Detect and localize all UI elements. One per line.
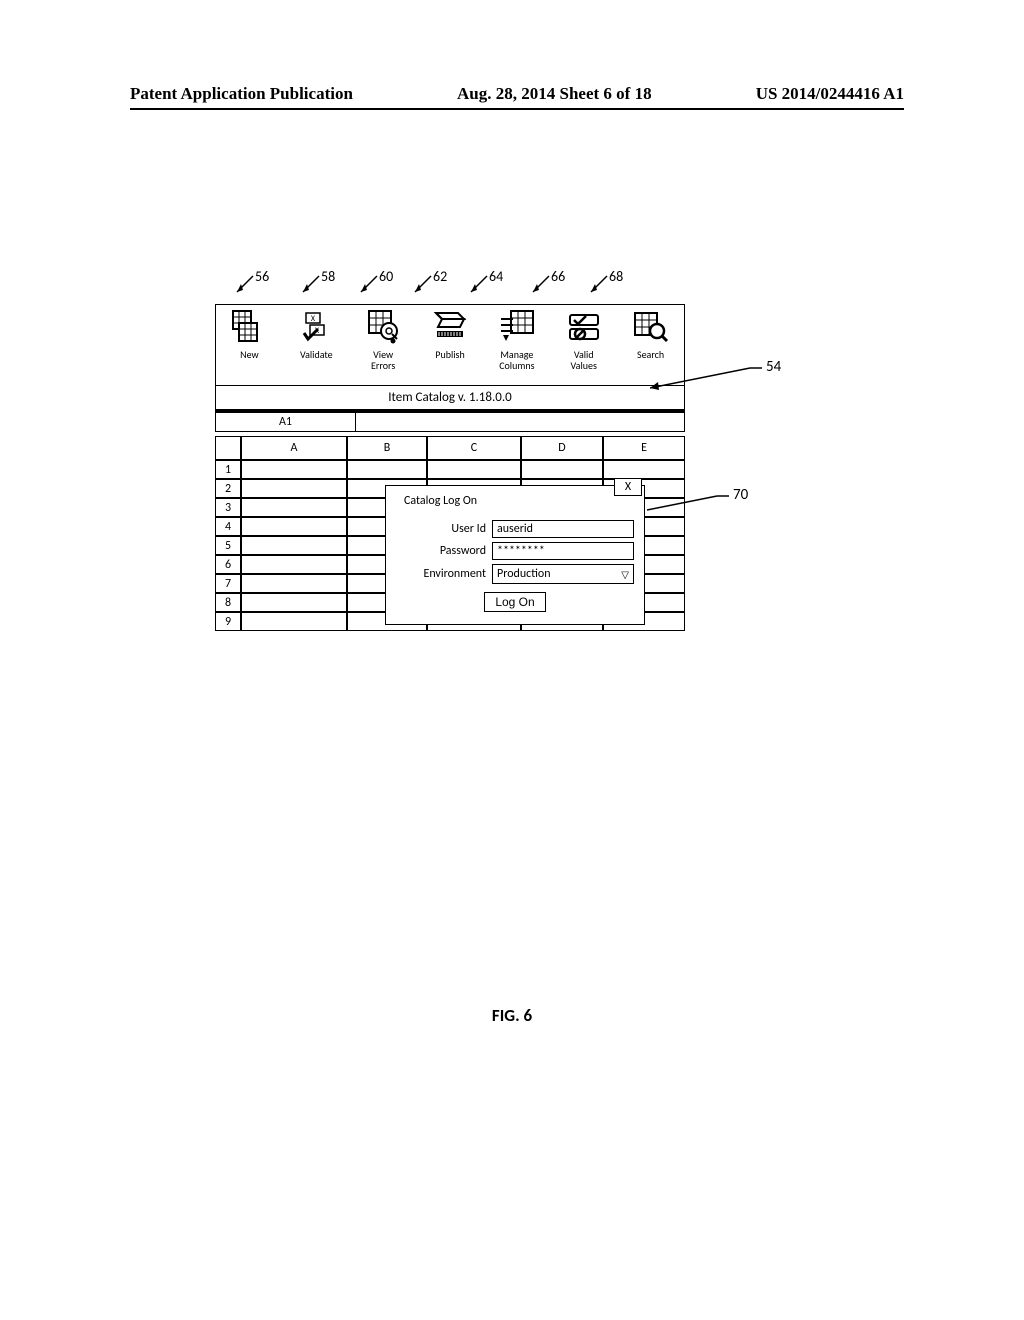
close-icon: X [625, 480, 631, 494]
row-number[interactable]: 6 [215, 555, 241, 574]
formula-bar[interactable] [356, 413, 684, 431]
toolbar-viewerrors-label: View Errors [371, 349, 395, 371]
callout-64: 64 [467, 270, 501, 296]
toolbar-validvalues-button[interactable]: Valid Values [550, 305, 617, 385]
environment-row: Environment Production ▽ [396, 564, 634, 584]
row-number[interactable]: 1 [215, 460, 241, 479]
figure-area: 56 58 60 62 64 66 68 [215, 270, 685, 631]
cell-reference-text: A1 [279, 415, 292, 429]
row-number[interactable]: 9 [215, 612, 241, 631]
cell[interactable] [241, 536, 347, 555]
callout-66: 66 [529, 270, 563, 296]
logon-button[interactable]: Log On [484, 592, 545, 612]
row-number[interactable]: 3 [215, 498, 241, 517]
row-number[interactable]: 7 [215, 574, 241, 593]
row-number[interactable]: 8 [215, 593, 241, 612]
callout-68-num: 68 [609, 268, 623, 285]
column-header-D[interactable]: D [521, 436, 603, 460]
password-input[interactable]: ******** [492, 542, 634, 560]
valid-values-icon [566, 309, 602, 345]
dialog-close-button[interactable]: X [614, 478, 642, 496]
figure-caption: FIG. 6 [0, 1005, 1024, 1026]
view-errors-icon [365, 309, 401, 345]
password-label: Password [396, 544, 492, 558]
callout-56-num: 56 [255, 268, 269, 285]
cellref-row: A1 [215, 410, 685, 432]
cell[interactable] [521, 460, 603, 479]
leader-54-num: 54 [766, 358, 781, 376]
toolbar-search-label: Search [637, 349, 664, 360]
cell[interactable] [241, 479, 347, 498]
header-left: Patent Application Publication [130, 84, 353, 104]
cell[interactable] [241, 460, 347, 479]
callout-60-num: 60 [379, 268, 393, 285]
dialog-body: User Id auserid Password ******** Enviro… [386, 510, 644, 624]
toolbar-managecolumns-label: Manage Columns [499, 349, 534, 371]
toolbar-validvalues-label: Valid Values [571, 349, 597, 371]
sheet-corner[interactable] [215, 436, 241, 460]
column-header-A[interactable]: A [241, 436, 347, 460]
header-center: Aug. 28, 2014 Sheet 6 of 18 [457, 84, 652, 104]
column-header-E[interactable]: E [603, 436, 685, 460]
environment-label: Environment [396, 567, 492, 581]
row-number[interactable]: 2 [215, 479, 241, 498]
callout-56: 56 [233, 270, 267, 296]
userid-label: User Id [396, 522, 492, 536]
cell[interactable] [241, 498, 347, 517]
row-number[interactable]: 5 [215, 536, 241, 555]
password-row: Password ******** [396, 542, 634, 560]
page-header: Patent Application Publication Aug. 28, … [130, 84, 904, 110]
cell[interactable] [347, 460, 427, 479]
header-right: US 2014/0244416 A1 [756, 84, 904, 104]
toolbar: New X X Validate View Errors [215, 304, 685, 386]
toolbar-publish-label: Publish [435, 349, 464, 360]
environment-select[interactable]: Production ▽ [492, 564, 634, 584]
callout-62-num: 62 [433, 268, 447, 285]
validate-icon: X X [298, 309, 334, 345]
callout-row: 56 58 60 62 64 66 68 [215, 270, 685, 304]
toolbar-new-label: New [240, 349, 259, 360]
userid-row: User Id auserid [396, 520, 634, 538]
cell-reference-box[interactable]: A1 [216, 413, 356, 431]
callout-68: 68 [587, 270, 621, 296]
chevron-down-icon: ▽ [621, 568, 629, 581]
callout-60: 60 [357, 270, 391, 296]
cell[interactable] [241, 517, 347, 536]
toolbar-validate-button[interactable]: X X Validate [283, 305, 350, 385]
cell[interactable] [241, 574, 347, 593]
toolbar-viewerrors-button[interactable]: View Errors [350, 305, 417, 385]
leader-70: 70 [647, 488, 737, 523]
column-header-C[interactable]: C [427, 436, 521, 460]
table-row: 1 [215, 460, 685, 479]
publish-icon [432, 309, 468, 345]
callout-66-num: 66 [551, 268, 565, 285]
userid-input[interactable]: auserid [492, 520, 634, 538]
callout-64-num: 64 [489, 268, 503, 285]
cell[interactable] [241, 612, 347, 631]
callout-58: 58 [299, 270, 333, 296]
toolbar-managecolumns-button[interactable]: Manage Columns [483, 305, 550, 385]
leader-70-num: 70 [733, 486, 748, 504]
toolbar-new-button[interactable]: New [216, 305, 283, 385]
toolbar-publish-button[interactable]: Publish [417, 305, 484, 385]
logon-dialog: Catalog Log On X User Id auserid Passwor… [385, 485, 645, 625]
toolbar-validate-label: Validate [300, 349, 333, 360]
cell[interactable] [241, 555, 347, 574]
cell[interactable] [427, 460, 521, 479]
manage-columns-icon [499, 309, 535, 345]
title-bar-text: Item Catalog v. 1.18.0.0 [388, 390, 511, 405]
cell[interactable] [603, 460, 685, 479]
column-header-B[interactable]: B [347, 436, 427, 460]
callout-58-num: 58 [321, 268, 335, 285]
column-header-row: A B C D E [215, 436, 685, 460]
title-bar: Item Catalog v. 1.18.0.0 [215, 386, 685, 410]
dialog-title: Catalog Log On [404, 494, 477, 508]
search-icon [633, 309, 669, 345]
row-number[interactable]: 4 [215, 517, 241, 536]
leader-54: 54 [650, 360, 770, 405]
callout-62: 62 [411, 270, 445, 296]
new-icon [231, 309, 267, 345]
cell[interactable] [241, 593, 347, 612]
